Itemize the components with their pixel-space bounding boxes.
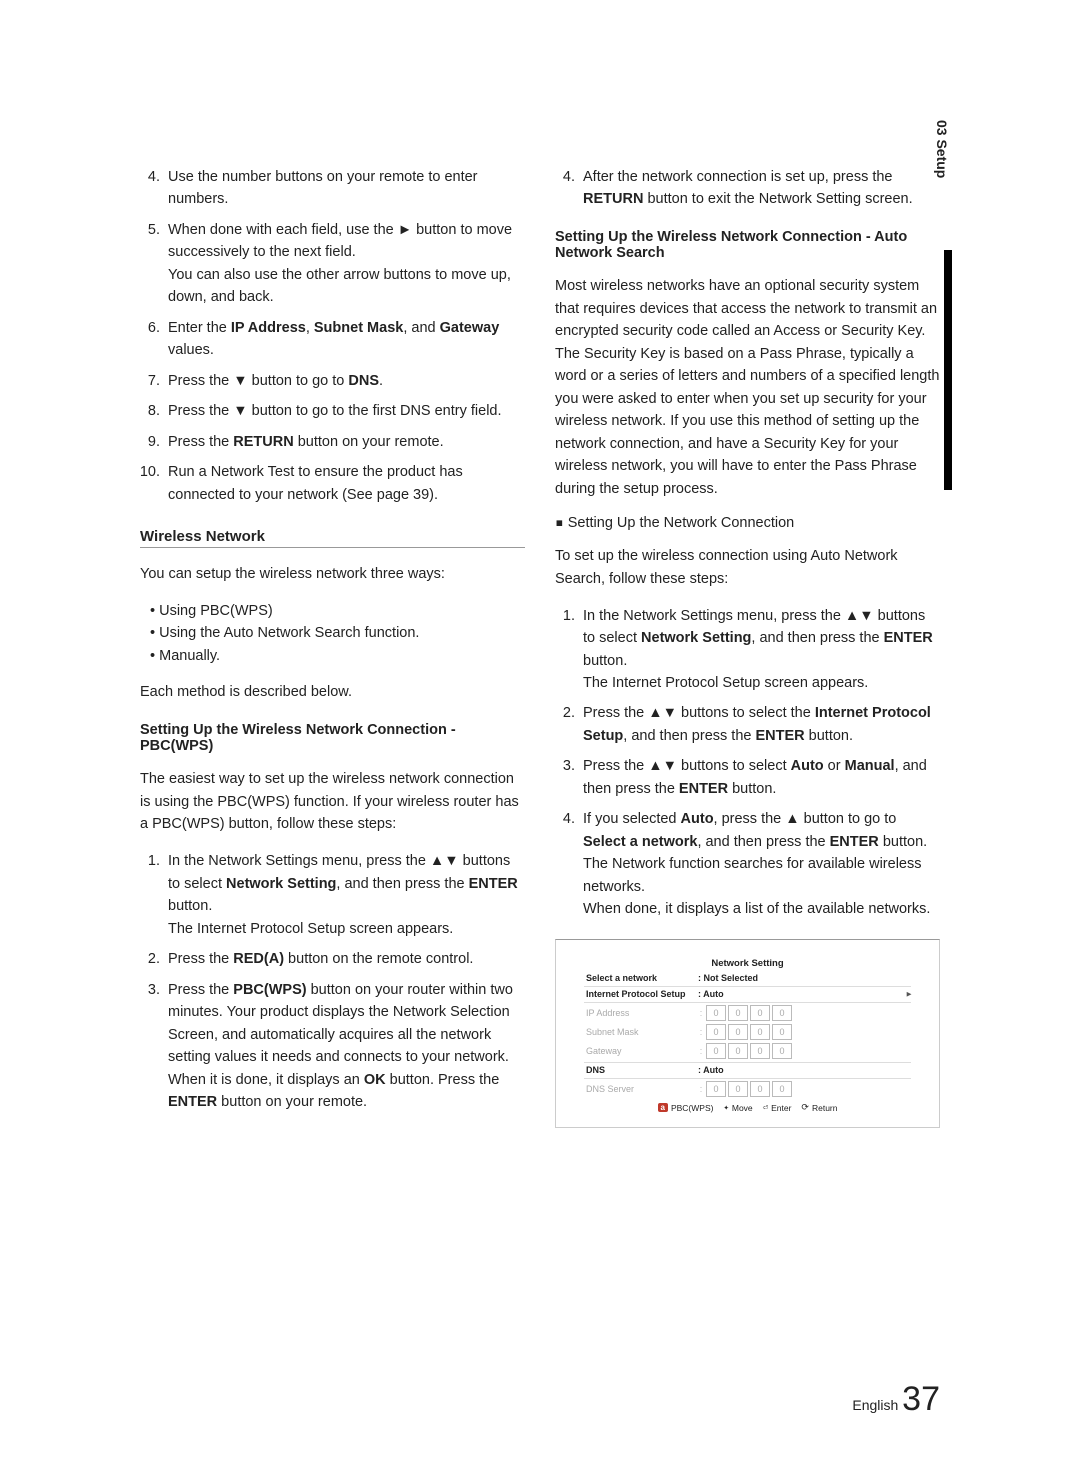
netbox-row-value: : Auto: [698, 989, 911, 999]
netbox-row-value: : Not Selected: [698, 973, 911, 983]
side-tab: 03 Setup: [934, 120, 950, 178]
netbox-row: Gateway:0000: [584, 1042, 911, 1061]
move-icon: ✦: [723, 1103, 728, 1113]
octet-field[interactable]: 0: [750, 1005, 770, 1021]
octet-field[interactable]: 0: [728, 1005, 748, 1021]
page: 03 Setup Use the number buttons on your …: [0, 0, 1080, 1479]
list-item: Press the PBC(WPS) button on your router…: [164, 979, 525, 1114]
netbox-row-value: :0000: [698, 1043, 911, 1059]
list-item: Using PBC(WPS): [150, 600, 525, 622]
two-column-layout: Use the number buttons on your remote to…: [140, 160, 940, 1128]
netbox-row: DNS Server:0000: [584, 1080, 911, 1099]
netbox-row-value: :0000: [698, 1081, 911, 1097]
page-footer: English 37: [852, 1380, 940, 1419]
footer-pbc: a PBC(WPS): [658, 1103, 714, 1113]
netbox-row: Subnet Mask:0000: [584, 1023, 911, 1042]
netbox-title: Network Setting: [584, 958, 911, 969]
right-column: After the network connection is set up, …: [555, 160, 940, 1128]
footer-enter-label: Enter: [771, 1103, 791, 1113]
netbox-row-label: DNS: [584, 1065, 698, 1075]
list-item: Press the RED(A) button on the remote co…: [164, 948, 525, 970]
octet-field[interactable]: 0: [728, 1043, 748, 1059]
list-item: Press the ▲▼ buttons to select the Inter…: [579, 702, 940, 747]
octet-field[interactable]: 0: [772, 1043, 792, 1059]
list-item: After the network connection is set up, …: [579, 166, 940, 211]
netbox-footer: a PBC(WPS) ✦ Move ⏎ Enter ⟳ Return: [584, 1103, 911, 1113]
netbox-row-value: :0000: [698, 1024, 911, 1040]
list-item: Press the ▼ button to go to the first DN…: [164, 400, 525, 422]
footer-page-number: 37: [902, 1380, 940, 1418]
netbox-row: DNS: Auto: [584, 1064, 911, 1077]
octet-field[interactable]: 0: [728, 1081, 748, 1097]
netbox-row-label: Subnet Mask: [584, 1027, 698, 1037]
footer-lang: English: [852, 1397, 898, 1413]
enter-icon: ⏎: [763, 1103, 768, 1113]
network-setting-figure: Network Setting Select a network: Not Se…: [555, 939, 940, 1128]
footer-move: ✦ Move: [723, 1103, 752, 1113]
list-item: Run a Network Test to ensure the product…: [164, 461, 525, 506]
auto-search-heading: Setting Up the Wireless Network Connecti…: [555, 229, 940, 261]
steps-list-right: After the network connection is set up, …: [555, 166, 940, 211]
wireless-intro: You can setup the wireless network three…: [140, 563, 525, 585]
footer-enter: ⏎ Enter: [763, 1103, 792, 1113]
pbc-intro: The easiest way to set up the wireless n…: [140, 768, 525, 835]
list-item: Press the RETURN button on your remote.: [164, 431, 525, 453]
list-item: Press the ▼ button to go to DNS.: [164, 370, 525, 392]
list-item: Enter the IP Address, Subnet Mask, and G…: [164, 317, 525, 362]
netbox-row-label: Internet Protocol Setup: [584, 989, 698, 999]
list-item: When done with each field, use the ► but…: [164, 219, 525, 309]
octet-field[interactable]: 0: [772, 1081, 792, 1097]
pbc-steps-list: In the Network Settings menu, press the …: [140, 850, 525, 1113]
auto-steps-list: In the Network Settings menu, press the …: [555, 605, 940, 921]
red-a-icon: a: [658, 1103, 668, 1112]
list-item: Manually.: [150, 645, 525, 667]
netbox-row-label: IP Address: [584, 1008, 698, 1018]
wireless-network-heading: Wireless Network: [140, 528, 525, 548]
auto-search-body: Most wireless networks have an optional …: [555, 275, 940, 500]
netbox-row-value: : Auto: [698, 1065, 911, 1075]
octet-field[interactable]: 0: [706, 1081, 726, 1097]
list-item: Press the ▲▼ buttons to select Auto or M…: [579, 755, 940, 800]
footer-move-label: Move: [732, 1103, 753, 1113]
footer-pbc-label: PBC(WPS): [671, 1103, 714, 1113]
wireless-note: Each method is described below.: [140, 681, 525, 703]
chevron-right-icon: ►: [905, 990, 913, 999]
netbox-row-label: Gateway: [584, 1046, 698, 1056]
netbox-row-label: Select a network: [584, 973, 698, 983]
octet-field[interactable]: 0: [750, 1024, 770, 1040]
wireless-methods-list: Using PBC(WPS)Using the Auto Network Sea…: [140, 600, 525, 667]
octet-field[interactable]: 0: [706, 1024, 726, 1040]
return-icon: ⟳: [801, 1103, 809, 1113]
octet-field[interactable]: 0: [706, 1043, 726, 1059]
sub-heading-text: Setting Up the Network Connection: [568, 515, 795, 531]
netbox-row: Select a network: Not Selected: [584, 972, 911, 985]
list-item: In the Network Settings menu, press the …: [164, 850, 525, 940]
netbox-row: IP Address:0000: [584, 1004, 911, 1023]
octet-field[interactable]: 0: [750, 1081, 770, 1097]
octet-field[interactable]: 0: [728, 1024, 748, 1040]
list-item: If you selected Auto, press the ▲ button…: [579, 808, 940, 920]
list-item: Use the number buttons on your remote to…: [164, 166, 525, 211]
octet-field[interactable]: 0: [706, 1005, 726, 1021]
octet-field[interactable]: 0: [772, 1024, 792, 1040]
side-black-bar: [944, 250, 952, 490]
list-item: Using the Auto Network Search function.: [150, 622, 525, 644]
left-column: Use the number buttons on your remote to…: [140, 160, 525, 1128]
footer-return-label: Return: [812, 1103, 838, 1113]
netbox-row: Internet Protocol Setup: Auto►: [584, 988, 911, 1001]
sub-heading: ▪ Setting Up the Network Connection: [555, 515, 940, 531]
netbox-row-value: :0000: [698, 1005, 911, 1021]
list-item: In the Network Settings menu, press the …: [579, 605, 940, 695]
network-setting-panel: Network Setting Select a network: Not Se…: [584, 958, 911, 1113]
sub-body: To set up the wireless connection using …: [555, 545, 940, 590]
octet-field[interactable]: 0: [772, 1005, 792, 1021]
octet-field[interactable]: 0: [750, 1043, 770, 1059]
pbc-heading: Setting Up the Wireless Network Connecti…: [140, 722, 525, 754]
footer-return: ⟳ Return: [801, 1103, 837, 1113]
netbox-row-label: DNS Server: [584, 1084, 698, 1094]
steps-list-continued: Use the number buttons on your remote to…: [140, 166, 525, 506]
